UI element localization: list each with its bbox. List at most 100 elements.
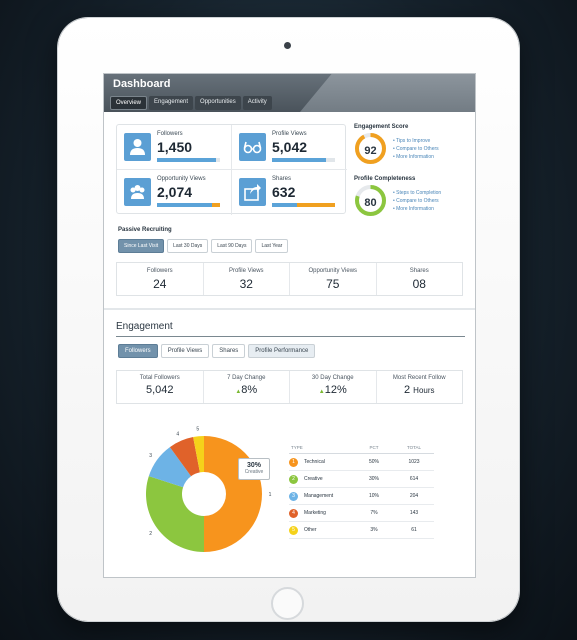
stat-value: 75 bbox=[326, 277, 340, 291]
stat-value: 32 bbox=[239, 277, 253, 291]
metric-value: 2,074 bbox=[157, 184, 193, 200]
profile-completeness-ring bbox=[355, 185, 386, 216]
stat-value-row: 2 Hours bbox=[377, 384, 463, 396]
stat-value: 12% bbox=[324, 384, 347, 396]
metric-cards: Followers 1,450 Profile Views 5,042 Oppo… bbox=[116, 124, 347, 215]
tooltip-value: 30% bbox=[246, 462, 261, 469]
stat-value-row: ▲8% bbox=[204, 384, 290, 396]
metric-card-shares[interactable]: Shares 632 bbox=[232, 170, 347, 215]
metric-label: Profile Views bbox=[272, 131, 307, 137]
compare-link[interactable]: • Compare to Others bbox=[393, 198, 439, 204]
profile-views-button[interactable]: Profile Views bbox=[160, 344, 210, 358]
tab-bar: Overview Engagement Opportunities Activi… bbox=[110, 96, 272, 110]
stat-label: Total Followers bbox=[139, 375, 180, 381]
pie-slice-label: 2 bbox=[149, 531, 152, 537]
more-info-link[interactable]: • More Information bbox=[393, 206, 434, 212]
titlebar: Dashboard Overview Engagement Opportunit… bbox=[104, 74, 475, 112]
pie-slice-5[interactable] bbox=[193, 436, 204, 473]
stat-label: Most Recent Follow bbox=[392, 375, 446, 381]
up-arrow-icon: ▲ bbox=[318, 389, 325, 395]
metric-value: 5,042 bbox=[272, 139, 308, 155]
table-row: 4 Marketing 7% 143 bbox=[289, 505, 434, 522]
tab-engagement[interactable]: Engagement bbox=[149, 96, 194, 110]
profile-performance-button[interactable]: Profile Performance bbox=[248, 344, 316, 358]
stat-cell: 7 Day Change ▲8% bbox=[204, 371, 290, 403]
compare-link[interactable]: • Compare to Others bbox=[393, 146, 439, 152]
engagement-score: 92 • Tips to Improve • Compare to Others… bbox=[354, 130, 469, 174]
table-row: 2 Creative 30% 614 bbox=[289, 471, 434, 488]
cell-pct: 30% bbox=[368, 476, 379, 482]
shares-button[interactable]: Shares bbox=[212, 344, 246, 358]
metric-value: 632 bbox=[272, 184, 296, 200]
pie-slice-3[interactable] bbox=[148, 447, 192, 488]
pie-slice-label: 3 bbox=[149, 453, 152, 459]
type-label: Other bbox=[304, 527, 317, 533]
metric-progress bbox=[157, 203, 220, 207]
tab-opportunities[interactable]: Opportunities bbox=[195, 96, 241, 110]
stat-label: 7 Day Change bbox=[227, 375, 266, 381]
metric-progress bbox=[272, 158, 335, 162]
type-label: Creative bbox=[304, 476, 323, 482]
header-type: TYPE bbox=[291, 445, 303, 450]
followers-button[interactable]: Followers bbox=[118, 344, 158, 358]
row-number-badge: 1 bbox=[289, 457, 298, 467]
cell-total: 614 bbox=[409, 476, 419, 482]
stat-label: Profile Views bbox=[228, 268, 264, 274]
stat-cell: Followers 24 bbox=[117, 263, 204, 295]
header-total: TOTAL bbox=[406, 445, 422, 450]
stat-cell: 30 Day Change ▲12% bbox=[290, 371, 377, 403]
stat-cell: Most Recent Follow 2 Hours bbox=[377, 371, 463, 403]
cell-total: 61 bbox=[411, 527, 417, 533]
stat-value: 8% bbox=[241, 384, 258, 396]
stat-cell: Profile Views 32 bbox=[204, 263, 290, 295]
type-label: Technical bbox=[304, 459, 325, 465]
breakdown-table: TYPE PCT TOTAL 1 Technical 50% 1023 2 Creativ… bbox=[289, 445, 434, 539]
last-30-days-button[interactable]: Last 30 Days bbox=[167, 239, 209, 253]
since-last-visit-button[interactable]: Since Last Visit bbox=[118, 239, 165, 253]
engagement-title: Engagement bbox=[116, 321, 173, 332]
cell-pct: 3% bbox=[370, 527, 378, 533]
progress-highlight bbox=[212, 203, 220, 207]
stat-label: Followers bbox=[146, 268, 173, 274]
type-label: Marketing bbox=[304, 510, 326, 516]
passive-range-buttons: Since Last Visit Last 30 Days Last 90 Da… bbox=[118, 239, 289, 253]
tips-link[interactable]: • Tips to Improve bbox=[393, 138, 431, 144]
cell-pct: 10% bbox=[368, 493, 379, 499]
group-icon bbox=[124, 178, 151, 206]
tab-overview[interactable]: Overview bbox=[110, 96, 148, 110]
metric-card-profile-views[interactable]: Profile Views 5,042 bbox=[232, 125, 347, 170]
stat-value: 24 bbox=[153, 277, 167, 291]
cell-total: 143 bbox=[409, 510, 419, 516]
table-row: 1 Technical 50% 1023 bbox=[289, 454, 434, 471]
stat-value: 08 bbox=[412, 277, 426, 291]
home-button[interactable] bbox=[271, 587, 304, 620]
metric-card-opportunity-views[interactable]: Opportunity Views 2,074 bbox=[117, 170, 232, 215]
row-number-badge: 5 bbox=[289, 525, 298, 535]
stat-value: 5,042 bbox=[145, 384, 174, 396]
steps-link[interactable]: • Steps to Completion bbox=[393, 190, 442, 196]
tab-activity[interactable]: Activity bbox=[242, 96, 272, 110]
passive-stats: Followers 24 Profile Views 32 Opportunity … bbox=[116, 262, 463, 296]
camera bbox=[284, 42, 291, 49]
chart-tooltip: 30% Creative bbox=[238, 458, 270, 480]
engagement-score-value: 92 bbox=[364, 145, 377, 157]
header-pct: PCT bbox=[369, 445, 379, 450]
last-90-days-button[interactable]: Last 90 Days bbox=[211, 239, 253, 253]
progress-fill bbox=[272, 158, 327, 162]
stat-unit: Hours bbox=[413, 386, 435, 395]
pie-slice-label: 4 bbox=[176, 431, 179, 437]
progress-fill bbox=[272, 203, 298, 207]
engagement-underline bbox=[116, 336, 465, 337]
metric-card-followers[interactable]: Followers 1,450 bbox=[117, 125, 232, 170]
metric-progress bbox=[272, 203, 335, 207]
engagement-score-title: Engagement Score bbox=[354, 124, 409, 130]
pie-slice-4[interactable] bbox=[169, 437, 200, 477]
type-label: Management bbox=[304, 493, 334, 499]
tooltip-label: Creative bbox=[244, 469, 264, 475]
table-row: 5 Other 3% 61 bbox=[289, 522, 434, 539]
more-info-link[interactable]: • More Information bbox=[393, 154, 434, 160]
last-year-button[interactable]: Last Year bbox=[255, 239, 289, 253]
stat-cell: Opportunity Views 75 bbox=[290, 263, 377, 295]
pie-slice-2[interactable] bbox=[146, 476, 204, 552]
pie-slice-1[interactable] bbox=[204, 436, 262, 552]
